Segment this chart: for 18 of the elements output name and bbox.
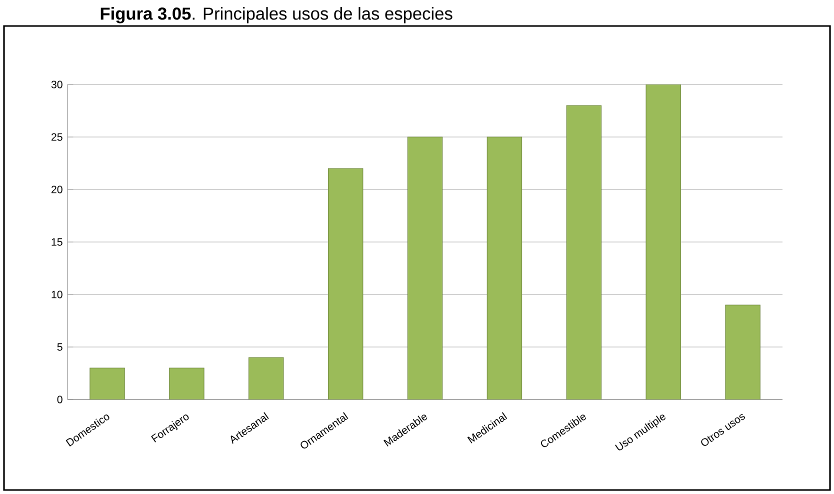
bar xyxy=(725,304,760,400)
y-tick-label: 5 xyxy=(57,343,62,351)
y-tick-label: 20 xyxy=(52,186,62,194)
y-tick-label: 30 xyxy=(51,80,62,88)
x-tick-label: Otros usos xyxy=(701,414,745,446)
y-tick-label: 10 xyxy=(52,290,62,298)
bar xyxy=(248,357,284,400)
bar xyxy=(486,136,522,400)
y-tick-label: 0 xyxy=(57,396,62,404)
bar xyxy=(90,368,125,400)
y-tick-label: 25 xyxy=(52,133,62,141)
bar xyxy=(169,368,204,400)
y-tick-label: 15 xyxy=(52,238,62,246)
bar xyxy=(566,105,602,400)
bar xyxy=(646,84,681,400)
chart-title: Figura 3.05. Principales usos de las especies xyxy=(100,7,452,24)
bar xyxy=(328,168,364,400)
bar xyxy=(407,136,443,400)
